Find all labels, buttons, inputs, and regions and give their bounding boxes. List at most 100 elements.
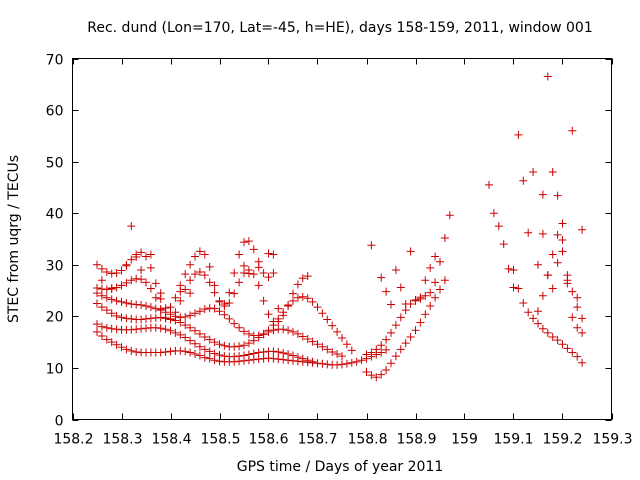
data-point-marker xyxy=(112,340,121,349)
data-point-marker xyxy=(342,340,351,349)
data-point-marker xyxy=(538,324,547,333)
data-point-marker xyxy=(377,341,386,350)
data-point-marker xyxy=(225,298,234,307)
data-point-marker xyxy=(318,309,327,318)
data-point-marker xyxy=(102,323,111,332)
y-tick-label: 50 xyxy=(46,156,64,172)
data-point-marker xyxy=(244,237,253,246)
data-point-marker xyxy=(284,350,293,359)
data-point-marker xyxy=(548,250,557,259)
data-point-marker xyxy=(146,250,155,259)
data-point-marker xyxy=(142,252,150,261)
data-point-marker xyxy=(171,328,180,337)
data-point-marker xyxy=(313,340,322,349)
data-point-marker xyxy=(387,328,395,337)
data-point-marker xyxy=(235,323,244,332)
data-point-marker xyxy=(489,209,498,218)
data-point-marker xyxy=(538,229,547,238)
data-point-marker xyxy=(514,284,523,293)
data-point-marker xyxy=(568,126,577,135)
data-point-marker xyxy=(244,329,253,338)
data-point-marker xyxy=(534,319,542,328)
data-point-marker xyxy=(401,339,410,348)
x-tick-label: 158.2 xyxy=(53,432,93,448)
data-point-marker xyxy=(416,318,425,327)
data-point-marker xyxy=(357,356,366,365)
data-point-marker xyxy=(524,228,533,237)
data-point-marker xyxy=(313,359,322,368)
data-point-marker xyxy=(97,291,106,300)
data-point-marker xyxy=(293,280,302,289)
data-point-marker xyxy=(254,355,263,364)
data-point-marker xyxy=(146,303,155,312)
data-point-marker xyxy=(362,350,371,359)
data-point-marker xyxy=(112,311,121,320)
data-point-marker xyxy=(279,348,288,357)
data-point-marker xyxy=(112,269,121,278)
data-point-marker xyxy=(195,247,204,256)
data-point-marker xyxy=(274,355,283,364)
data-point-marker xyxy=(548,332,557,341)
data-point-marker xyxy=(210,281,219,290)
data-point-marker xyxy=(97,322,106,331)
data-point-marker xyxy=(323,315,332,324)
data-point-marker xyxy=(93,320,101,329)
data-point-marker xyxy=(166,315,175,324)
data-point-marker xyxy=(543,328,552,337)
data-point-marker xyxy=(107,338,116,347)
data-point-marker xyxy=(127,299,136,308)
data-point-marker xyxy=(436,285,444,294)
data-point-marker xyxy=(352,357,361,366)
data-point-marker xyxy=(284,301,293,310)
data-point-marker xyxy=(333,350,342,359)
data-point-marker xyxy=(308,357,317,366)
data-point-marker xyxy=(269,250,278,259)
data-point-marker xyxy=(553,191,562,200)
data-point-marker xyxy=(573,323,582,332)
data-point-marker xyxy=(107,324,116,333)
data-point-marker xyxy=(220,341,229,350)
data-point-marker xyxy=(176,287,185,296)
data-point-marker xyxy=(210,349,219,358)
data-point-marker xyxy=(137,275,146,284)
data-point-marker xyxy=(230,289,239,298)
data-point-marker xyxy=(391,265,400,274)
data-point-marker xyxy=(181,347,190,356)
data-point-marker xyxy=(568,313,577,322)
data-point-marker xyxy=(102,268,111,277)
data-points xyxy=(93,72,587,382)
data-point-marker xyxy=(558,340,567,349)
data-point-marker xyxy=(578,358,587,367)
data-point-marker xyxy=(151,293,160,302)
data-point-marker xyxy=(426,302,435,311)
data-point-marker xyxy=(333,360,342,369)
data-point-marker xyxy=(303,294,312,303)
data-point-marker xyxy=(411,326,420,335)
data-point-marker xyxy=(254,331,263,340)
plot-frame xyxy=(72,58,612,420)
x-axis-title: GPS time / Days of year 2011 xyxy=(237,459,444,475)
data-point-marker xyxy=(200,353,209,362)
data-point-marker xyxy=(377,273,386,282)
x-tick-label: 158.5 xyxy=(200,432,240,448)
data-point-marker xyxy=(249,245,258,254)
data-point-marker xyxy=(391,321,400,330)
data-point-marker xyxy=(504,264,513,273)
data-point-marker xyxy=(235,278,244,287)
data-point-marker xyxy=(117,313,126,322)
data-point-marker xyxy=(289,296,297,305)
data-point-marker xyxy=(186,348,195,357)
data-point-marker xyxy=(553,258,562,267)
data-point-marker xyxy=(151,323,160,332)
data-point-marker xyxy=(494,222,503,231)
data-point-marker xyxy=(112,296,121,305)
data-point-marker xyxy=(181,312,190,321)
data-point-marker xyxy=(235,352,244,361)
data-point-marker xyxy=(578,314,587,323)
data-point-marker xyxy=(284,326,293,335)
data-point-marker xyxy=(396,283,405,292)
data-point-marker xyxy=(240,238,248,247)
data-point-marker xyxy=(132,325,141,334)
data-point-marker xyxy=(485,180,493,189)
data-point-marker xyxy=(225,314,234,323)
